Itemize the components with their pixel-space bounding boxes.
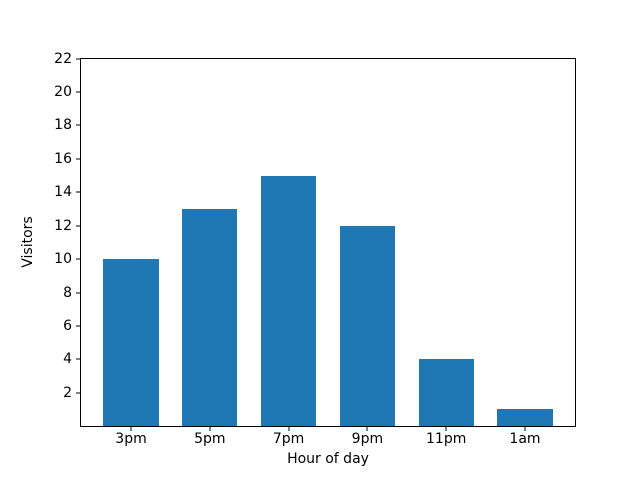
y-tick-mark — [76, 392, 81, 394]
bar-5pm — [182, 208, 238, 427]
y-tick-label: 10 — [54, 251, 72, 268]
x-tick-mark — [445, 426, 447, 432]
plot-area: Visitors Hour of day 3pm 5pm 7pm 9pm 11pm 1am… — [20, 52, 576, 466]
y-tick-mark — [76, 191, 81, 193]
y-tick-label: 12 — [54, 217, 72, 234]
x-axis-label: Hour of day — [287, 451, 369, 468]
y-tick-mark — [76, 91, 81, 93]
y-tick-label: 6 — [63, 317, 72, 334]
y-tick-label: 4 — [63, 351, 72, 368]
x-tick-label: 11pm — [426, 431, 467, 448]
bar-1am — [497, 409, 553, 427]
y-tick-mark — [76, 225, 81, 227]
bar-11pm — [418, 359, 474, 427]
y-tick-label: 20 — [54, 84, 72, 101]
x-tick-label: 7pm — [272, 431, 305, 448]
y-tick-label: 14 — [54, 184, 72, 201]
y-tick-label: 2 — [63, 384, 72, 401]
bar-9pm — [339, 225, 395, 427]
y-tick-mark — [76, 292, 81, 294]
x-tick-label: 9pm — [351, 431, 384, 448]
x-tick-label: 1am — [509, 431, 541, 448]
x-tick-mark — [288, 426, 290, 432]
y-axis-label: Visitors — [20, 216, 36, 269]
bar-3pm — [103, 259, 159, 427]
y-tick-mark — [76, 124, 81, 126]
x-tick-mark — [366, 426, 368, 432]
y-tick-mark — [76, 358, 81, 360]
bar-7pm — [261, 175, 317, 427]
y-tick-label: 16 — [54, 150, 72, 167]
y-tick-mark — [76, 325, 81, 327]
y-tick-mark — [76, 258, 81, 260]
y-tick-label: 8 — [63, 284, 72, 301]
x-tick-label: 3pm — [115, 431, 147, 448]
x-tick-label: 5pm — [194, 431, 226, 448]
y-tick-mark — [76, 158, 81, 160]
x-tick-mark — [524, 426, 526, 432]
y-tick-mark — [76, 58, 81, 60]
y-tick-label: 22 — [54, 50, 72, 67]
x-tick-mark — [209, 426, 211, 432]
y-tick-label: 18 — [54, 117, 72, 134]
x-tick-mark — [130, 426, 132, 432]
